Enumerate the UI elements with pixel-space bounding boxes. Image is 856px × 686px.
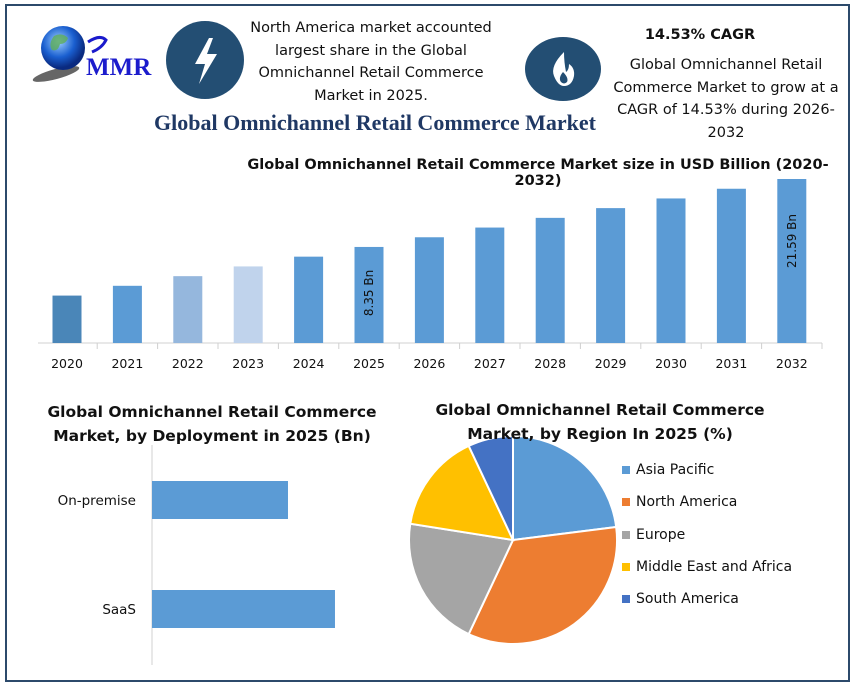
x-tick-label: 2020 xyxy=(51,356,83,371)
x-tick-label: 2025 xyxy=(353,356,385,371)
x-tick-label: 2024 xyxy=(293,356,325,371)
callout-left-line: Omnichannel Retail Commerce xyxy=(258,65,484,81)
bar-2022 xyxy=(173,276,203,343)
deployment-chart-title: Global Omnichannel Retail Commerce Marke… xyxy=(32,400,392,448)
callout-right-line: 2032 xyxy=(707,124,745,141)
data-label-2025: 8.35 Bn xyxy=(362,270,376,316)
legend-swatch xyxy=(622,530,630,539)
bar-2030 xyxy=(656,198,686,343)
legend-item: Middle East and Africa xyxy=(622,559,792,575)
legend-item: North America xyxy=(622,494,737,510)
bar-2021 xyxy=(112,285,142,343)
legend-label: Asia Pacific xyxy=(636,462,715,478)
bar-2027 xyxy=(475,227,505,343)
x-tick-label: 2026 xyxy=(413,356,445,371)
x-tick-label: 2022 xyxy=(172,356,204,371)
main-title: Global Omnichannel Retail Commerce Marke… xyxy=(154,110,596,135)
bar-chart-title: Global Omnichannel Retail Commerce Marke… xyxy=(247,157,829,189)
x-tick-label: 2028 xyxy=(534,356,566,371)
globe-icon xyxy=(32,26,108,82)
region-pie-chart xyxy=(408,434,618,645)
x-tick-label: 2021 xyxy=(111,356,143,371)
pie-slice-asia-pacific xyxy=(512,434,618,542)
bar-saas xyxy=(152,590,335,628)
x-tick-label: 2029 xyxy=(595,356,627,371)
callout-right-line: CAGR of 14.53% during 2026- xyxy=(617,102,835,118)
callout-right-text: Global Omnichannel Retail Commerce Marke… xyxy=(602,54,850,144)
flame-icon xyxy=(525,37,601,101)
legend-label: South America xyxy=(636,591,739,608)
pie-slice-europe xyxy=(408,522,515,636)
logo-text: MMR xyxy=(86,54,152,81)
bar-on-premise xyxy=(152,481,288,519)
callout-left-line: largest share in the Global xyxy=(275,42,467,59)
bar-2025 xyxy=(354,246,384,343)
callout-left-line: North America market accounted xyxy=(250,20,492,36)
legend-label: North America xyxy=(636,494,738,511)
frame-border xyxy=(5,4,850,682)
legend-label: Middle East and Africa xyxy=(636,558,793,575)
bar-2028 xyxy=(535,217,565,343)
legend-swatch xyxy=(622,595,630,604)
cagr-headline: 14.53% CAGR xyxy=(644,27,756,43)
callout-right-line: Commerce Market to grow at a xyxy=(613,79,839,96)
x-tick-label: 2023 xyxy=(232,356,264,371)
legend-item: South America xyxy=(622,591,739,607)
bar-2032 xyxy=(777,179,807,343)
legend-item: Asia Pacific xyxy=(622,462,714,478)
pie-slice-middle-east-and-africa xyxy=(409,444,515,542)
category-label: SaaS xyxy=(102,602,136,618)
category-label: On-premise xyxy=(58,493,136,509)
callout-right-line: Global Omnichannel Retail xyxy=(629,57,823,73)
callout-left-text: North America market accounted largest s… xyxy=(236,17,506,107)
legend-label: Europe xyxy=(636,526,686,543)
x-tick-label: 2027 xyxy=(474,356,506,371)
bar-2029 xyxy=(596,208,626,343)
mmr-logo: MMR xyxy=(26,22,161,84)
region-title-line: Global Omnichannel Retail Commerce xyxy=(435,401,765,419)
x-tick-label: 2031 xyxy=(715,356,747,371)
x-tick-label: 2030 xyxy=(655,356,687,371)
bar-2020 xyxy=(52,295,82,343)
bar-2031 xyxy=(716,188,746,343)
data-label-2032: 21.59 Bn xyxy=(785,214,799,268)
legend-swatch xyxy=(622,498,630,507)
x-tick-label: 2032 xyxy=(776,356,808,371)
legend-swatch xyxy=(622,466,630,474)
legend-item: Europe xyxy=(622,527,685,543)
lightning-icon xyxy=(166,21,244,99)
market-size-bar-chart: 2020 2021 2022 2023 2024 2025 8.35 Bn 2026 2027 2… xyxy=(38,179,823,371)
pie-slice-south-america xyxy=(467,434,514,541)
legend-swatch xyxy=(622,562,630,571)
deployment-title-line: Market, by Deployment in 2025 (Bn) xyxy=(53,427,371,445)
callout-left-line: Market in 2025. xyxy=(314,87,428,104)
bar-2024 xyxy=(294,256,324,343)
region-title-line: Market, by Region In 2025 (%) xyxy=(467,425,733,443)
deployment-bar-chart: On-premise SaaS xyxy=(58,445,335,665)
bar-2026 xyxy=(414,237,444,343)
region-chart-title: Global Omnichannel Retail Commerce Marke… xyxy=(410,398,790,446)
bar-2023 xyxy=(233,266,263,343)
deployment-title-line: Global Omnichannel Retail Commerce xyxy=(47,403,377,421)
